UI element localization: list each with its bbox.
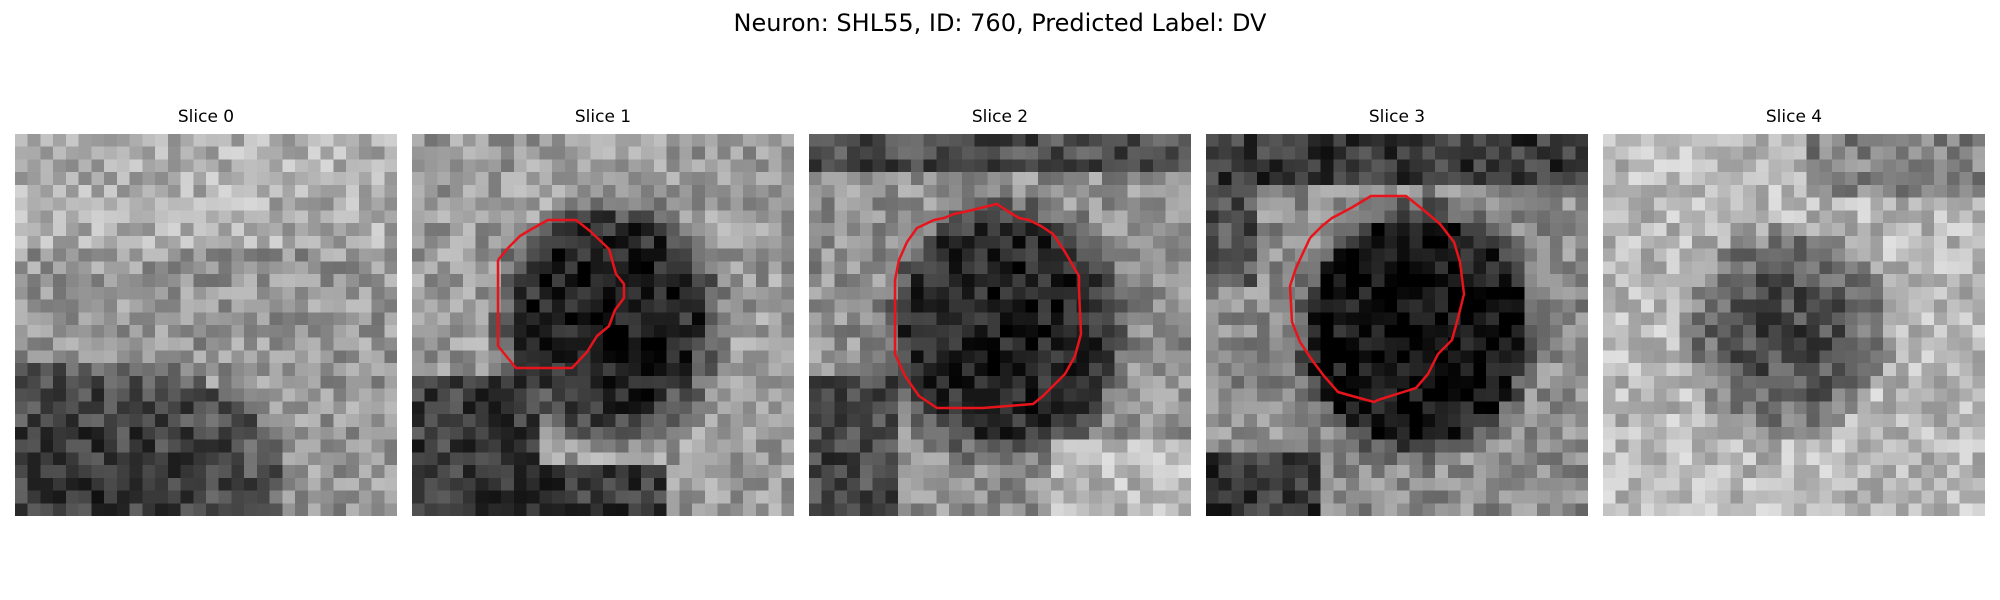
slice-title: Slice 4 bbox=[1765, 107, 1823, 127]
slice-panel-3: Slice 3 bbox=[1206, 106, 1588, 516]
slice-panel-2: Slice 2 bbox=[809, 106, 1191, 516]
figure-title: Neuron: SHL55, ID: 760, Predicted Label:… bbox=[733, 9, 1267, 37]
slice-panel-4: Slice 4 bbox=[1603, 106, 1985, 516]
slice-image bbox=[412, 134, 794, 516]
slice-image bbox=[809, 134, 1191, 516]
slice-image bbox=[1603, 134, 1985, 516]
slice-image bbox=[15, 134, 397, 516]
slice-title: Slice 1 bbox=[574, 107, 632, 127]
slice-title: Slice 0 bbox=[177, 107, 235, 127]
slice-image bbox=[1206, 134, 1588, 516]
slice-title: Slice 2 bbox=[971, 107, 1029, 127]
slice-panel-1: Slice 1 bbox=[412, 106, 794, 516]
slice-panel-0: Slice 0 bbox=[15, 106, 397, 516]
slice-title: Slice 3 bbox=[1368, 107, 1426, 127]
